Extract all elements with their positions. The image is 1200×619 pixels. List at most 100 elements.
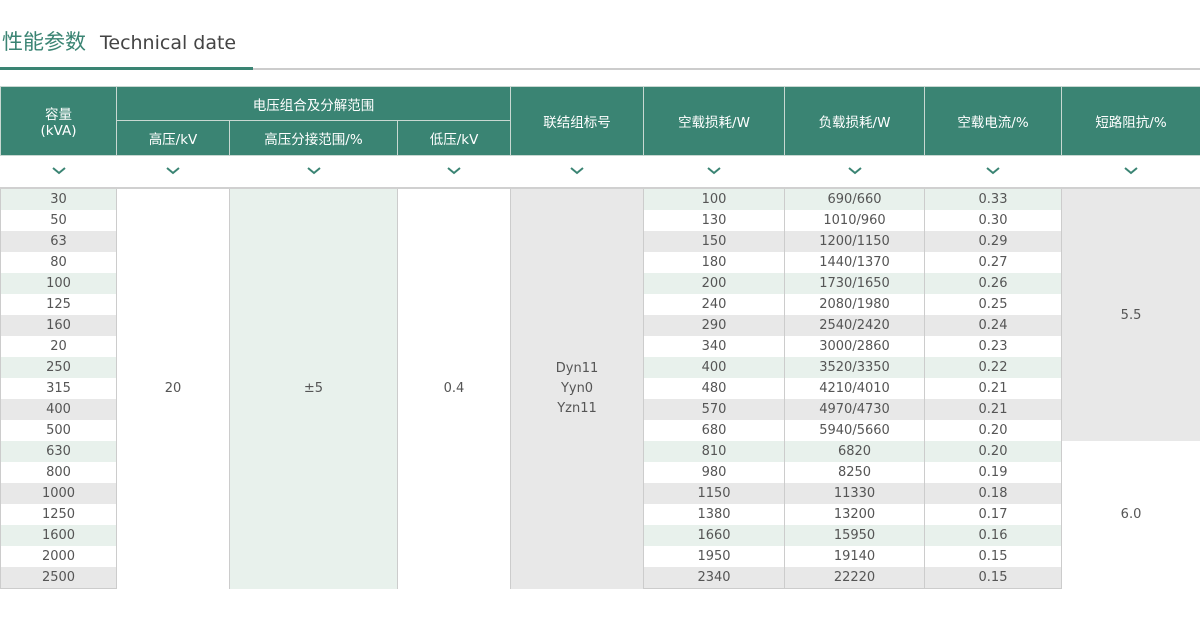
capacity-cell: 2500 — [0, 567, 117, 589]
table-row: 125 240 2080/1980 0.25 — [0, 294, 1200, 315]
no-load-loss-cell: 480 — [643, 378, 786, 399]
capacity-cell: 50 — [0, 210, 117, 231]
connection-cell: Dyn11 Yyn0 Yzn11 — [510, 188, 645, 589]
table-row: 250 400 3520/3350 0.22 — [0, 357, 1200, 378]
chevron-down-icon — [570, 167, 584, 175]
no-load-loss-cell: 810 — [643, 441, 786, 462]
capacity-cell: 30 — [0, 188, 117, 210]
load-loss-cell: 13200 — [784, 504, 926, 525]
chevron-down-icon — [1124, 167, 1138, 175]
no-load-current-cell: 0.18 — [924, 483, 1063, 504]
capacity-cell: 500 — [0, 420, 117, 441]
col-tap: 高压分接范围/% — [229, 120, 398, 156]
load-loss-cell: 4970/4730 — [784, 399, 926, 420]
lv-cell: 0.4 — [396, 188, 512, 589]
capacity-cell: 1600 — [0, 525, 117, 546]
col-connection: 联结组标号 — [510, 86, 645, 156]
no-load-current-cell: 0.22 — [924, 357, 1063, 378]
no-load-current-cell: 0.21 — [924, 378, 1063, 399]
load-loss-cell: 690/660 — [784, 188, 926, 210]
col-load-loss: 负载损耗/W — [784, 86, 926, 156]
expand-column-toggle[interactable] — [784, 155, 925, 189]
title-cn: 性能参数 — [2, 30, 86, 54]
no-load-loss-cell: 400 — [643, 357, 786, 378]
no-load-loss-cell: 570 — [643, 399, 786, 420]
no-load-current-cell: 0.15 — [924, 546, 1063, 567]
table-row: 20 340 3000/2860 0.23 — [0, 336, 1200, 357]
capacity-cell: 630 — [0, 441, 117, 462]
no-load-loss-cell: 100 — [643, 188, 786, 210]
capacity-cell: 125 — [0, 294, 117, 315]
no-load-current-cell: 0.24 — [924, 315, 1063, 336]
load-loss-cell: 1010/960 — [784, 210, 926, 231]
impedance-cell: 6.0 — [1061, 441, 1200, 589]
no-load-loss-cell: 680 — [643, 420, 786, 441]
no-load-loss-cell: 340 — [643, 336, 786, 357]
col-impedance: 短路阻抗/% — [1061, 86, 1200, 156]
table-row: 1000 1150 11330 0.18 — [0, 483, 1200, 504]
capacity-cell: 250 — [0, 357, 117, 378]
capacity-cell: 80 — [0, 252, 117, 273]
impedance-cell: 5.5 — [1061, 188, 1200, 441]
no-load-current-cell: 0.26 — [924, 273, 1063, 294]
table-row: 80 180 1440/1370 0.27 — [0, 252, 1200, 273]
capacity-cell: 1000 — [0, 483, 117, 504]
expand-column-toggle[interactable] — [116, 155, 230, 189]
load-loss-cell: 2080/1980 — [784, 294, 926, 315]
no-load-loss-cell: 1150 — [643, 483, 786, 504]
no-load-current-cell: 0.27 — [924, 252, 1063, 273]
no-load-loss-cell: 240 — [643, 294, 786, 315]
table-row: 1250 1380 13200 0.17 — [0, 504, 1200, 525]
no-load-current-cell: 0.33 — [924, 188, 1063, 210]
capacity-cell: 315 — [0, 378, 117, 399]
capacity-cell: 2000 — [0, 546, 117, 567]
page-title: 性能参数 Technical date — [2, 26, 236, 56]
chevron-down-icon — [306, 167, 321, 175]
no-load-loss-cell: 290 — [643, 315, 786, 336]
no-load-current-cell: 0.15 — [924, 567, 1063, 589]
no-load-loss-cell: 1950 — [643, 546, 786, 567]
expand-column-toggle[interactable] — [229, 155, 398, 189]
no-load-loss-cell: 1660 — [643, 525, 786, 546]
col-no-load-current: 空载电流/% — [924, 86, 1063, 156]
col-no-load-loss: 空载损耗/W — [643, 86, 786, 156]
load-loss-cell: 4210/4010 — [784, 378, 926, 399]
no-load-loss-cell: 150 — [643, 231, 786, 252]
no-load-loss-cell: 1380 — [643, 504, 786, 525]
table-row: 30 20 ±5 0.4 Dyn11 Yyn0 Yzn11 100 690/660 0.33 5.5 — [0, 188, 1200, 589]
title-divider — [0, 67, 1200, 70]
chevron-down-icon — [707, 167, 721, 175]
capacity-cell: 800 — [0, 462, 117, 483]
table-row: 800 980 8250 0.19 — [0, 462, 1200, 483]
table-row: 160 290 2540/2420 0.24 — [0, 315, 1200, 336]
load-loss-cell: 19140 — [784, 546, 926, 567]
capacity-cell: 400 — [0, 399, 117, 420]
no-load-current-cell: 0.19 — [924, 462, 1063, 483]
capacity-cell: 1250 — [0, 504, 117, 525]
load-loss-cell: 3000/2860 — [784, 336, 926, 357]
expand-column-toggle[interactable] — [510, 155, 644, 189]
no-load-loss-cell: 180 — [643, 252, 786, 273]
table-row: 63 150 1200/1150 0.29 — [0, 231, 1200, 252]
hv-cell: 20 — [116, 188, 230, 589]
load-loss-cell: 2540/2420 — [784, 315, 926, 336]
title-en: Technical date — [100, 32, 237, 54]
no-load-loss-cell: 130 — [643, 210, 786, 231]
no-load-loss-cell: 200 — [643, 273, 786, 294]
expand-column-toggle[interactable] — [924, 155, 1062, 189]
table-row: 50 130 1010/960 0.30 — [0, 210, 1200, 231]
expand-column-toggle[interactable] — [1061, 155, 1200, 189]
table-row: 630 810 6820 0.20 6.0 — [0, 441, 1200, 589]
load-loss-cell: 1440/1370 — [784, 252, 926, 273]
expand-column-toggle[interactable] — [397, 155, 511, 189]
load-loss-cell: 11330 — [784, 483, 926, 504]
table-row: 315 480 4210/4010 0.21 — [0, 378, 1200, 399]
no-load-current-cell: 0.16 — [924, 525, 1063, 546]
expand-column-toggle[interactable] — [0, 155, 117, 189]
expand-column-toggle[interactable] — [643, 155, 785, 189]
chevron-down-icon — [447, 167, 461, 175]
chevron-down-icon — [847, 167, 862, 175]
no-load-current-cell: 0.20 — [924, 420, 1063, 441]
no-load-current-cell: 0.21 — [924, 399, 1063, 420]
col-hv: 高压/kV — [116, 120, 230, 156]
